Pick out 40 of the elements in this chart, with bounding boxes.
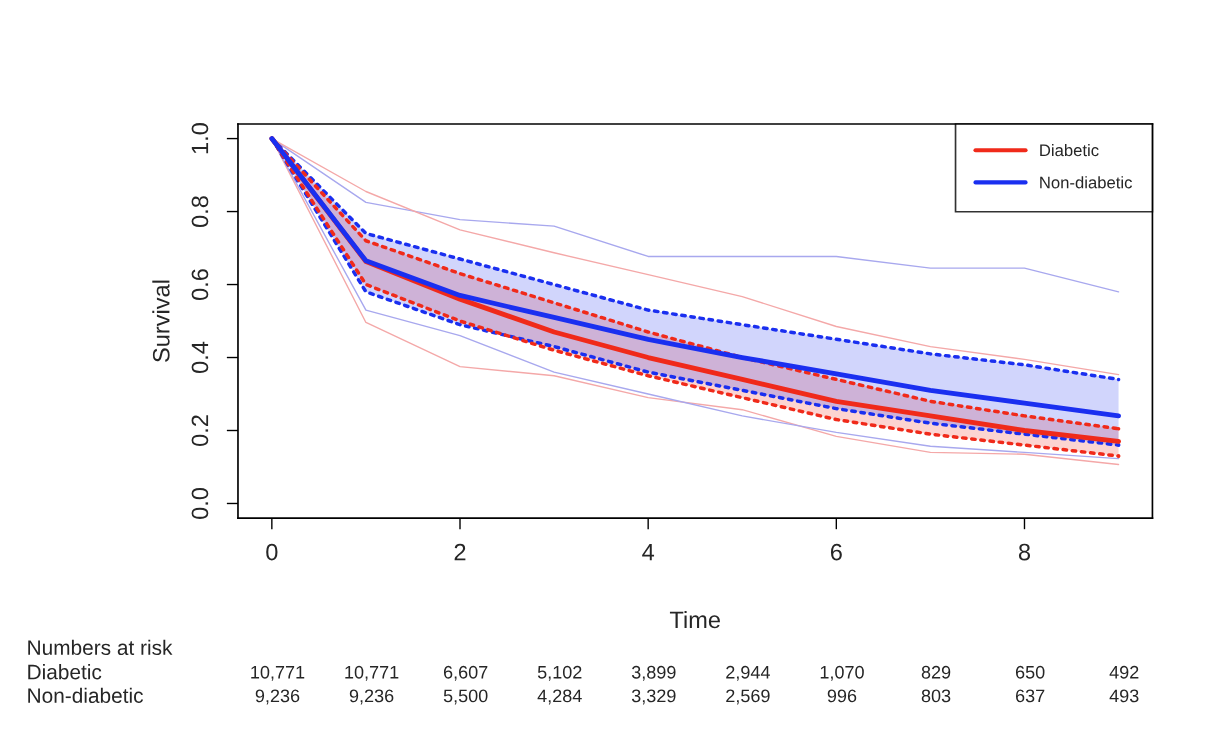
y-tick-label: 0.2	[191, 415, 209, 446]
text: 3,899	[631, 665, 676, 681]
text: 2,944	[726, 665, 770, 681]
text: 9,236	[255, 689, 300, 705]
text: 492	[1109, 665, 1139, 679]
text: 493	[1109, 689, 1139, 703]
text: 996	[827, 689, 857, 703]
y-tick-label: 0.0	[191, 487, 209, 519]
x-tick-label: 6	[830, 543, 842, 561]
text: 6,607	[443, 665, 488, 681]
x-tick-label: 4	[642, 543, 655, 561]
text: 4,284	[537, 689, 582, 705]
text: 637	[1015, 689, 1045, 703]
text: 829	[921, 665, 951, 679]
text: 10,771	[251, 665, 305, 681]
text: 5,102	[537, 665, 582, 681]
y-axis-title: Survival	[152, 280, 170, 362]
x-tick-label: 8	[1018, 543, 1031, 561]
text: 9,236	[349, 689, 394, 705]
text: Numbers at risk	[28, 639, 173, 656]
point	[1116, 426, 1121, 431]
x-axis-title: Time	[669, 610, 720, 629]
text: 803	[921, 689, 951, 703]
text: 1,070	[820, 665, 864, 681]
legend-label: Diabetic	[1040, 143, 1099, 157]
text: 10,771	[345, 665, 399, 681]
text: Diabetic	[28, 664, 102, 680]
text: 3,329	[631, 689, 676, 705]
y-tick-label: 0.6	[191, 269, 209, 301]
text: 5,500	[443, 689, 488, 705]
y-tick-label: 1.0	[191, 123, 209, 154]
text: Non-diabetic	[28, 687, 143, 703]
text: 2,569	[726, 689, 770, 705]
y-tick-label: 0.8	[191, 196, 209, 228]
legend-label: Non-diabetic	[1040, 176, 1132, 189]
y-tick-label: 0.4	[191, 341, 209, 374]
x-tick-label: 0	[266, 543, 278, 561]
x-tick-label: 2	[454, 543, 466, 561]
text: 650	[1015, 665, 1045, 679]
point	[1116, 377, 1121, 382]
